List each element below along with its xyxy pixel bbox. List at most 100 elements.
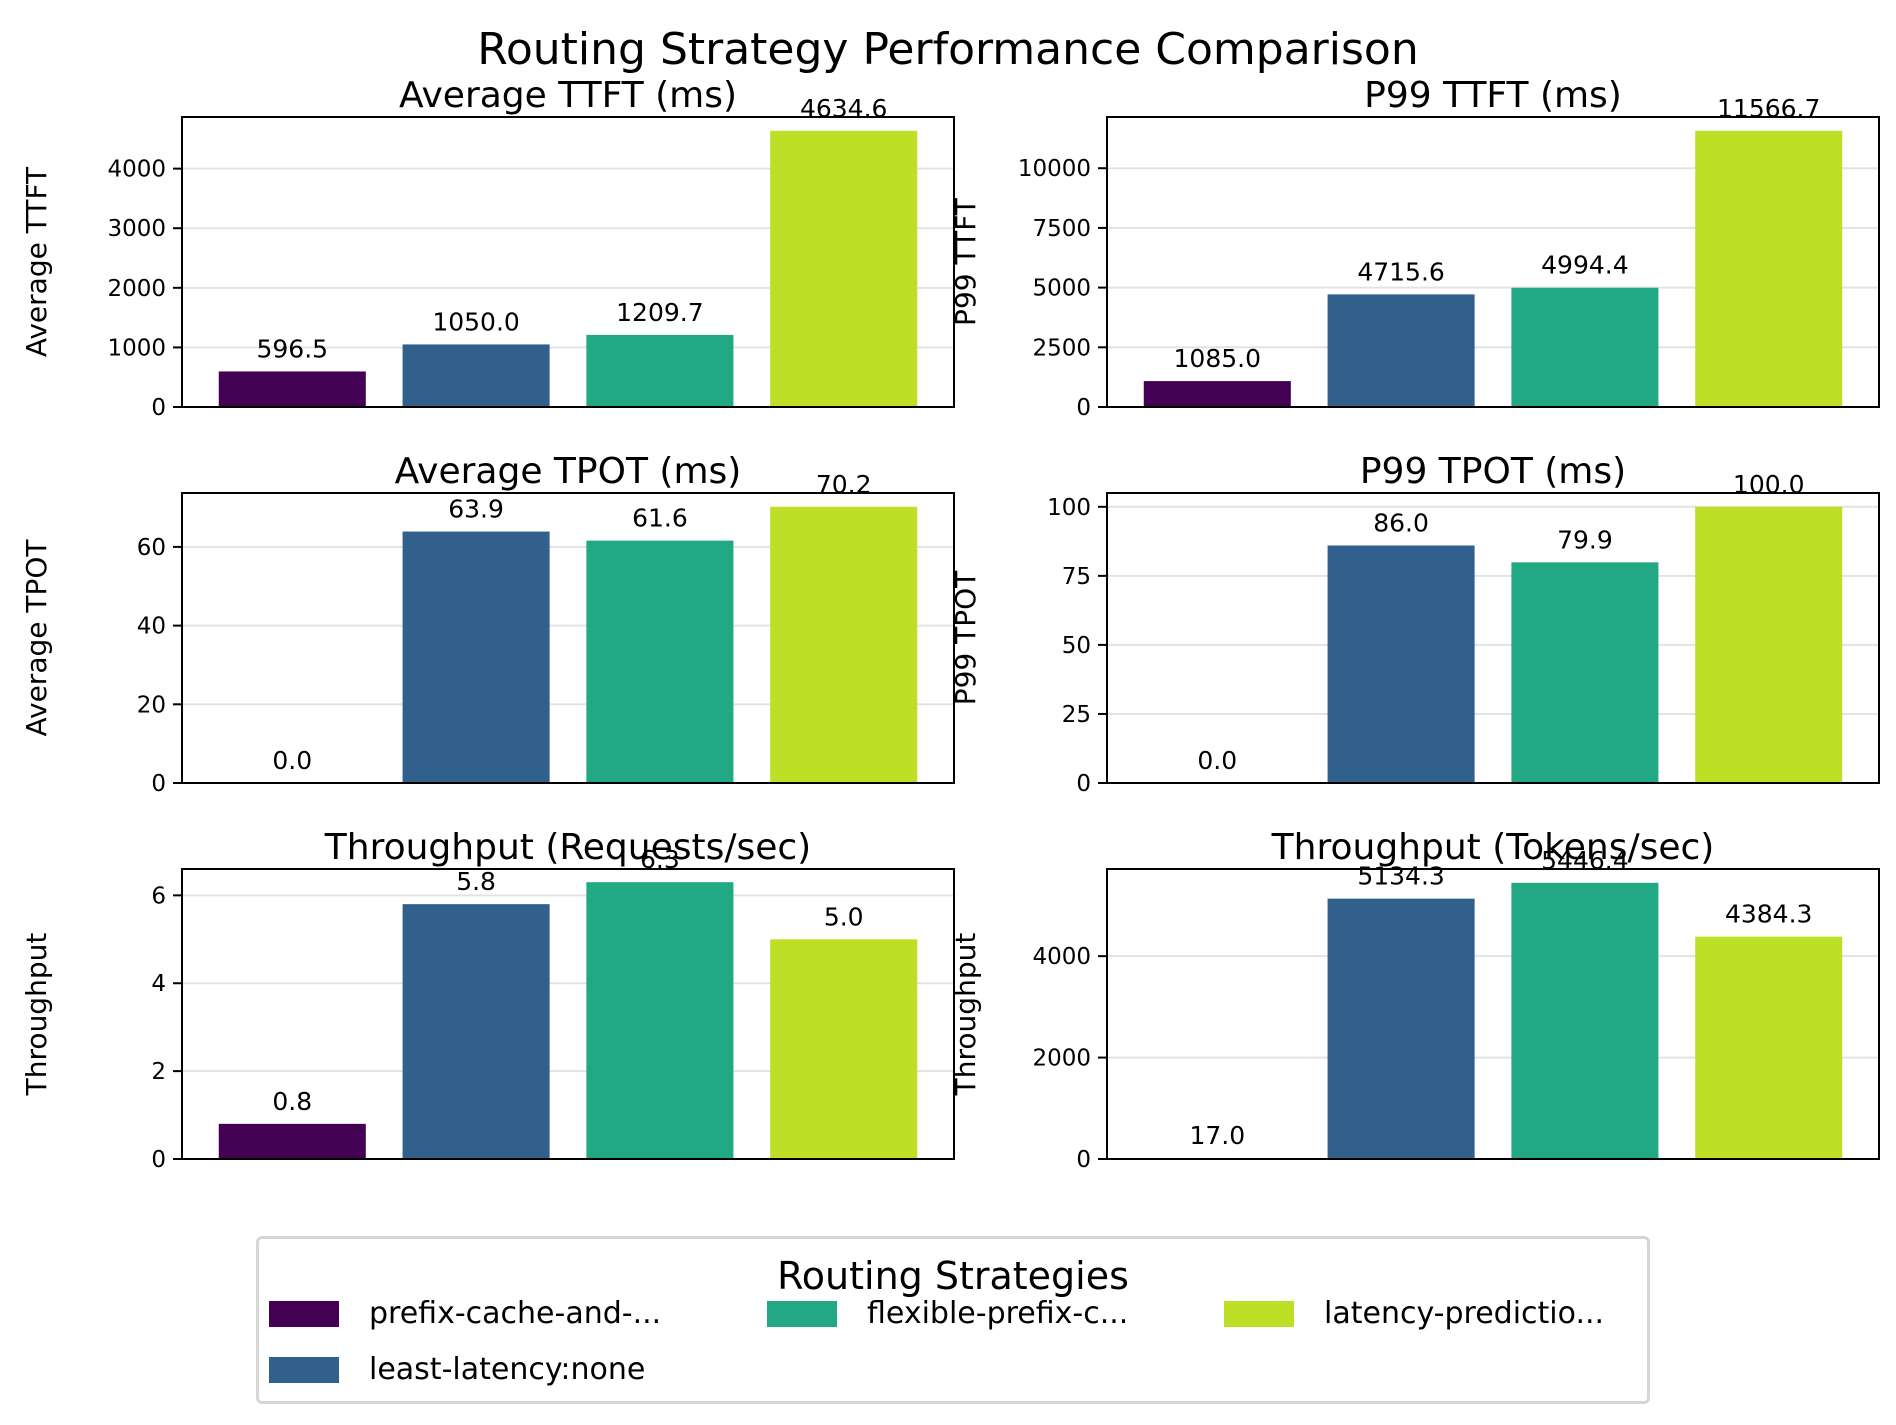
bar — [586, 334, 734, 407]
data-label: 4994.4 — [1541, 251, 1628, 280]
legend-item: flexible-prefix-c... — [767, 1297, 1128, 1331]
y-tick-label: 5000 — [1032, 276, 1091, 302]
subplot-title: Throughput (Requests/sec) — [324, 827, 811, 868]
y-tick-label: 4000 — [107, 157, 166, 183]
y-tick-label: 4000 — [1032, 944, 1091, 970]
bar — [402, 344, 550, 407]
y-tick-label: 0 — [1076, 771, 1091, 797]
y-tick-label: 2000 — [1032, 1046, 1091, 1072]
chart-1: 0 1000 2000 3000 4000 596.5 1050.0 1209.7 4634.6… — [20, 75, 955, 421]
y-tick-label: 1000 — [107, 335, 166, 361]
axes-frame — [181, 492, 955, 784]
data-label: 1050.0 — [432, 307, 519, 336]
y-tick-label: 40 — [137, 614, 166, 640]
data-label: 61.6 — [632, 504, 688, 533]
chart-3: 0 20 40 60 0.0 63.9 61.6 70.2 Average TPOT (ms) A… — [20, 451, 955, 797]
y-tick-label: 100 — [1047, 495, 1091, 521]
bar — [1143, 381, 1291, 407]
bar — [1327, 294, 1475, 407]
data-label: 17.0 — [1189, 1121, 1245, 1150]
legend-swatch — [767, 1301, 837, 1327]
chart-2: 0 2500 5000 7500 10000 1085.0 4715.6 4994.4 1156… — [949, 75, 1880, 421]
y-tick-label: 0 — [151, 395, 166, 421]
y-axis-label: P99 TTFT — [949, 197, 982, 326]
legend-label: prefix-cache-and-... — [369, 1296, 662, 1331]
bar — [770, 506, 918, 783]
legend-swatch — [269, 1301, 339, 1327]
data-label: 1209.7 — [616, 298, 703, 327]
legend-swatch — [1224, 1301, 1294, 1327]
data-label: 4715.6 — [1357, 257, 1444, 286]
y-tick-label: 4 — [151, 971, 166, 997]
legend-title: Routing Strategies — [777, 1254, 1129, 1298]
figure-title: Routing Strategy Performance Comparison — [477, 24, 1419, 75]
bar — [1695, 936, 1843, 1159]
data-label: 86.0 — [1373, 508, 1429, 537]
data-label: 5134.3 — [1357, 862, 1444, 891]
y-tick-label: 7500 — [1032, 216, 1091, 242]
data-label: 4384.3 — [1725, 900, 1812, 929]
chart-6: 02000400017.05134.35446.44384.3Throughpu… — [949, 827, 1880, 1173]
y-axis-label: Throughput — [20, 933, 53, 1097]
bar — [770, 130, 918, 408]
bar — [402, 904, 550, 1159]
y-tick-label: 60 — [137, 535, 166, 561]
y-tick-label: 0 — [1076, 395, 1091, 421]
bar — [218, 371, 366, 407]
data-label: 70.2 — [816, 470, 872, 499]
y-tick-label: 3000 — [107, 216, 166, 242]
legend-swatch — [269, 1357, 339, 1383]
axes-frame — [1106, 492, 1880, 784]
y-tick-label: 6 — [151, 883, 166, 909]
y-tick-label: 2500 — [1032, 335, 1091, 361]
subplot-title: Throughput (Tokens/sec) — [1271, 827, 1715, 868]
bar — [218, 1123, 366, 1159]
axes-frame — [1106, 116, 1880, 408]
legend-item: prefix-cache-and-... — [269, 1297, 661, 1331]
data-label: 596.5 — [256, 334, 328, 363]
y-axis-label: Average TTFT — [20, 166, 53, 357]
axes-frame — [1106, 868, 1880, 1160]
chart-4: 0 25 50 75 100 0.0 86.0 79.9 100.0 P99 TPOT (ms) P… — [949, 451, 1880, 797]
legend-label: latency-predictio... — [1324, 1296, 1605, 1331]
bar — [1695, 506, 1843, 783]
bar — [586, 540, 734, 783]
subplot-title: P99 TTFT (ms) — [1364, 75, 1622, 116]
y-axis-label: P99 TPOT — [949, 570, 982, 705]
y-tick-label: 2000 — [107, 276, 166, 302]
y-tick-label: 2 — [151, 1059, 166, 1085]
data-label: 0.0 — [1197, 746, 1237, 775]
data-label: 0.0 — [272, 746, 312, 775]
bar — [402, 531, 550, 783]
y-tick-label: 20 — [137, 692, 166, 718]
bar — [1327, 898, 1475, 1159]
data-label: 5.8 — [456, 867, 496, 896]
bar — [1695, 130, 1843, 408]
bar — [770, 939, 918, 1159]
data-label: 11566.7 — [1717, 94, 1820, 123]
axes-frame — [181, 116, 955, 408]
legend: Routing Strategies prefix-cache-and-... l… — [256, 1236, 1650, 1404]
bar — [1511, 287, 1659, 407]
legend-label: least-latency:none — [369, 1352, 646, 1387]
y-tick-label: 25 — [1062, 702, 1091, 728]
subplot-title: P99 TPOT (ms) — [1360, 451, 1626, 492]
bar — [586, 882, 734, 1159]
bar — [1511, 562, 1659, 783]
data-label: 63.9 — [448, 495, 504, 524]
data-label: 0.8 — [272, 1087, 312, 1116]
data-label: 100.0 — [1733, 470, 1805, 499]
legend-item: least-latency:none — [269, 1353, 645, 1387]
y-tick-label: 50 — [1062, 633, 1091, 659]
y-tick-label: 10000 — [1018, 156, 1091, 182]
subplot-title: Average TPOT (ms) — [395, 451, 742, 492]
subplot-title: Average TTFT (ms) — [399, 75, 737, 116]
y-tick-label: 0 — [151, 771, 166, 797]
data-label: 5.0 — [824, 902, 864, 931]
data-label: 1085.0 — [1174, 344, 1261, 373]
data-label: 4634.6 — [800, 94, 887, 123]
y-axis-label: Average TPOT — [20, 539, 53, 737]
